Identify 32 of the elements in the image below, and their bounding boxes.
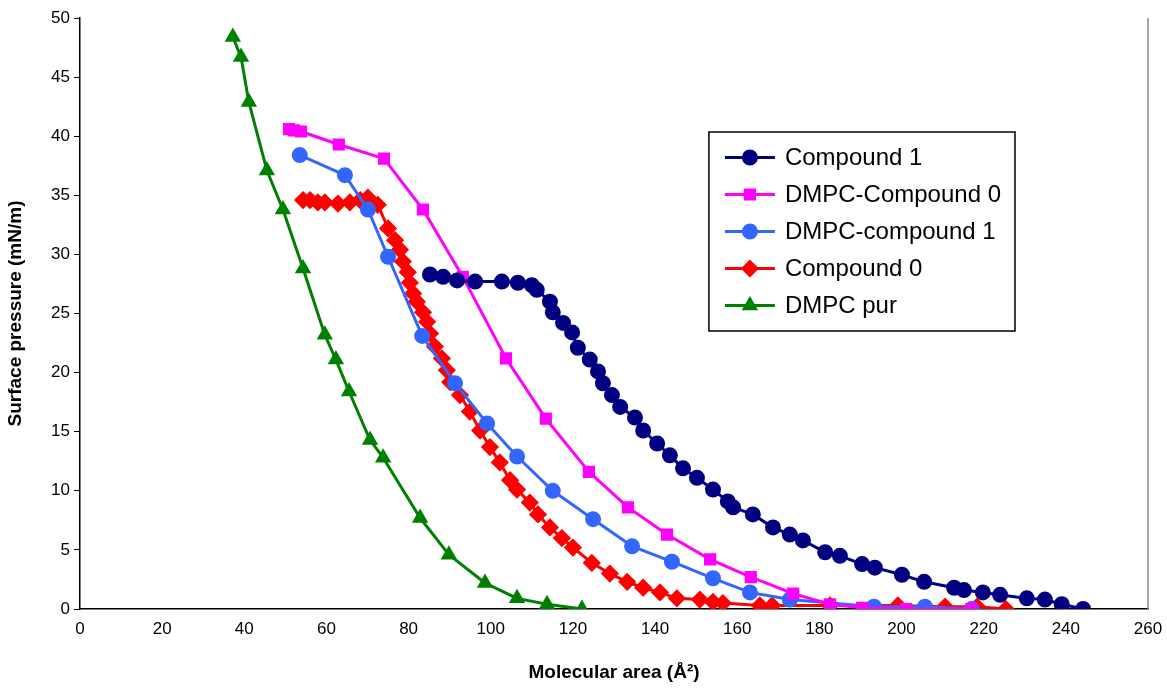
- y-tick-label: 0: [60, 598, 70, 618]
- x-tick-label: 60: [317, 618, 336, 638]
- y-tick-label: 10: [51, 480, 70, 500]
- x-axis-title: Molecular area (Å²): [528, 660, 700, 682]
- x-tick-label: 200: [887, 618, 916, 638]
- y-tick-label: 35: [51, 184, 70, 204]
- x-tick-label: 120: [558, 618, 588, 638]
- y-tick-label: 50: [51, 7, 70, 27]
- x-tick-label: 180: [805, 618, 834, 638]
- x-tick-label: 160: [723, 618, 752, 638]
- x-tick-label: 40: [234, 618, 254, 638]
- x-tick-label: 220: [969, 618, 998, 638]
- y-tick-label: 15: [51, 421, 70, 441]
- y-tick-label: 20: [51, 362, 70, 382]
- y-tick-label: 30: [51, 244, 70, 264]
- x-tick-label: 140: [640, 618, 670, 638]
- y-axis-title: Surface pressure (mN/m): [3, 200, 25, 427]
- x-tick-label: 20: [152, 618, 172, 638]
- legend-label: Compound 0: [784, 254, 923, 282]
- y-tick-label: 45: [51, 66, 70, 86]
- legend-label: DMPC-Compound 0: [784, 180, 1002, 208]
- x-tick-label: 240: [1051, 618, 1081, 638]
- x-tick-label: 0: [75, 618, 85, 638]
- legend-label: Compound 1: [784, 143, 923, 171]
- y-tick-label: 5: [60, 539, 70, 559]
- y-tick-label: 25: [51, 303, 70, 323]
- legend-label: DMPC pur: [784, 291, 897, 319]
- x-tick-label: 80: [399, 618, 419, 638]
- x-tick-label: 260: [1133, 618, 1163, 638]
- y-tick-label: 40: [51, 125, 70, 145]
- legend-label: DMPC-compound 1: [784, 217, 996, 245]
- x-tick-label: 100: [476, 618, 505, 638]
